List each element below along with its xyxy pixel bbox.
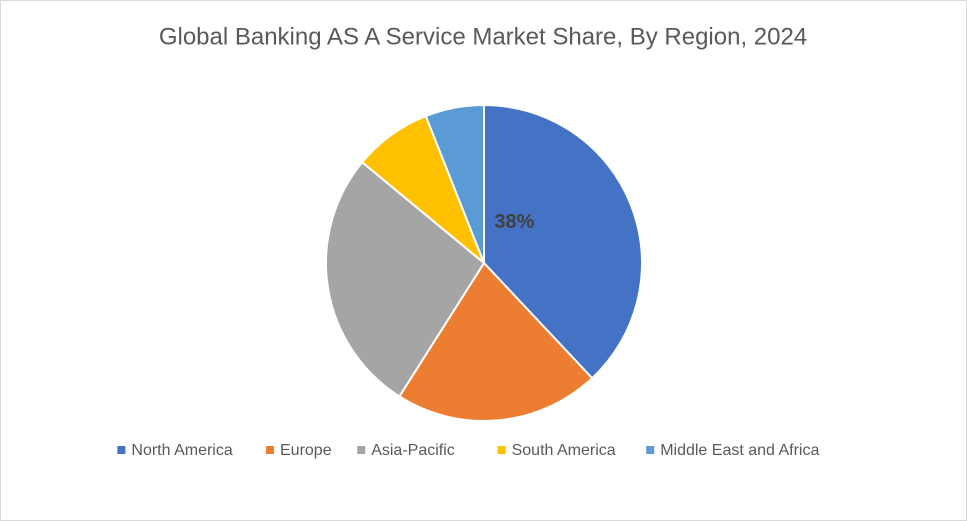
legend-swatch	[117, 446, 126, 454]
legend-label: North America	[131, 442, 232, 459]
legend-label: South America	[512, 442, 616, 459]
legend-swatch	[646, 446, 655, 454]
data-label: 38%	[494, 211, 534, 233]
pie-slice	[483, 103, 643, 380]
pie-slice	[325, 160, 486, 398]
pie-slice	[424, 103, 485, 264]
pie-slice	[397, 261, 594, 422]
legend-label: Middle East and Africa	[660, 442, 819, 459]
legend-label: Asia-Pacific	[371, 442, 455, 459]
chart-title: Global Banking AS A Service Market Share…	[159, 23, 807, 50]
legend-swatch	[357, 446, 366, 454]
legend-swatch	[266, 446, 274, 454]
legend-label: Europe	[280, 442, 332, 459]
legend-swatch	[497, 446, 506, 454]
